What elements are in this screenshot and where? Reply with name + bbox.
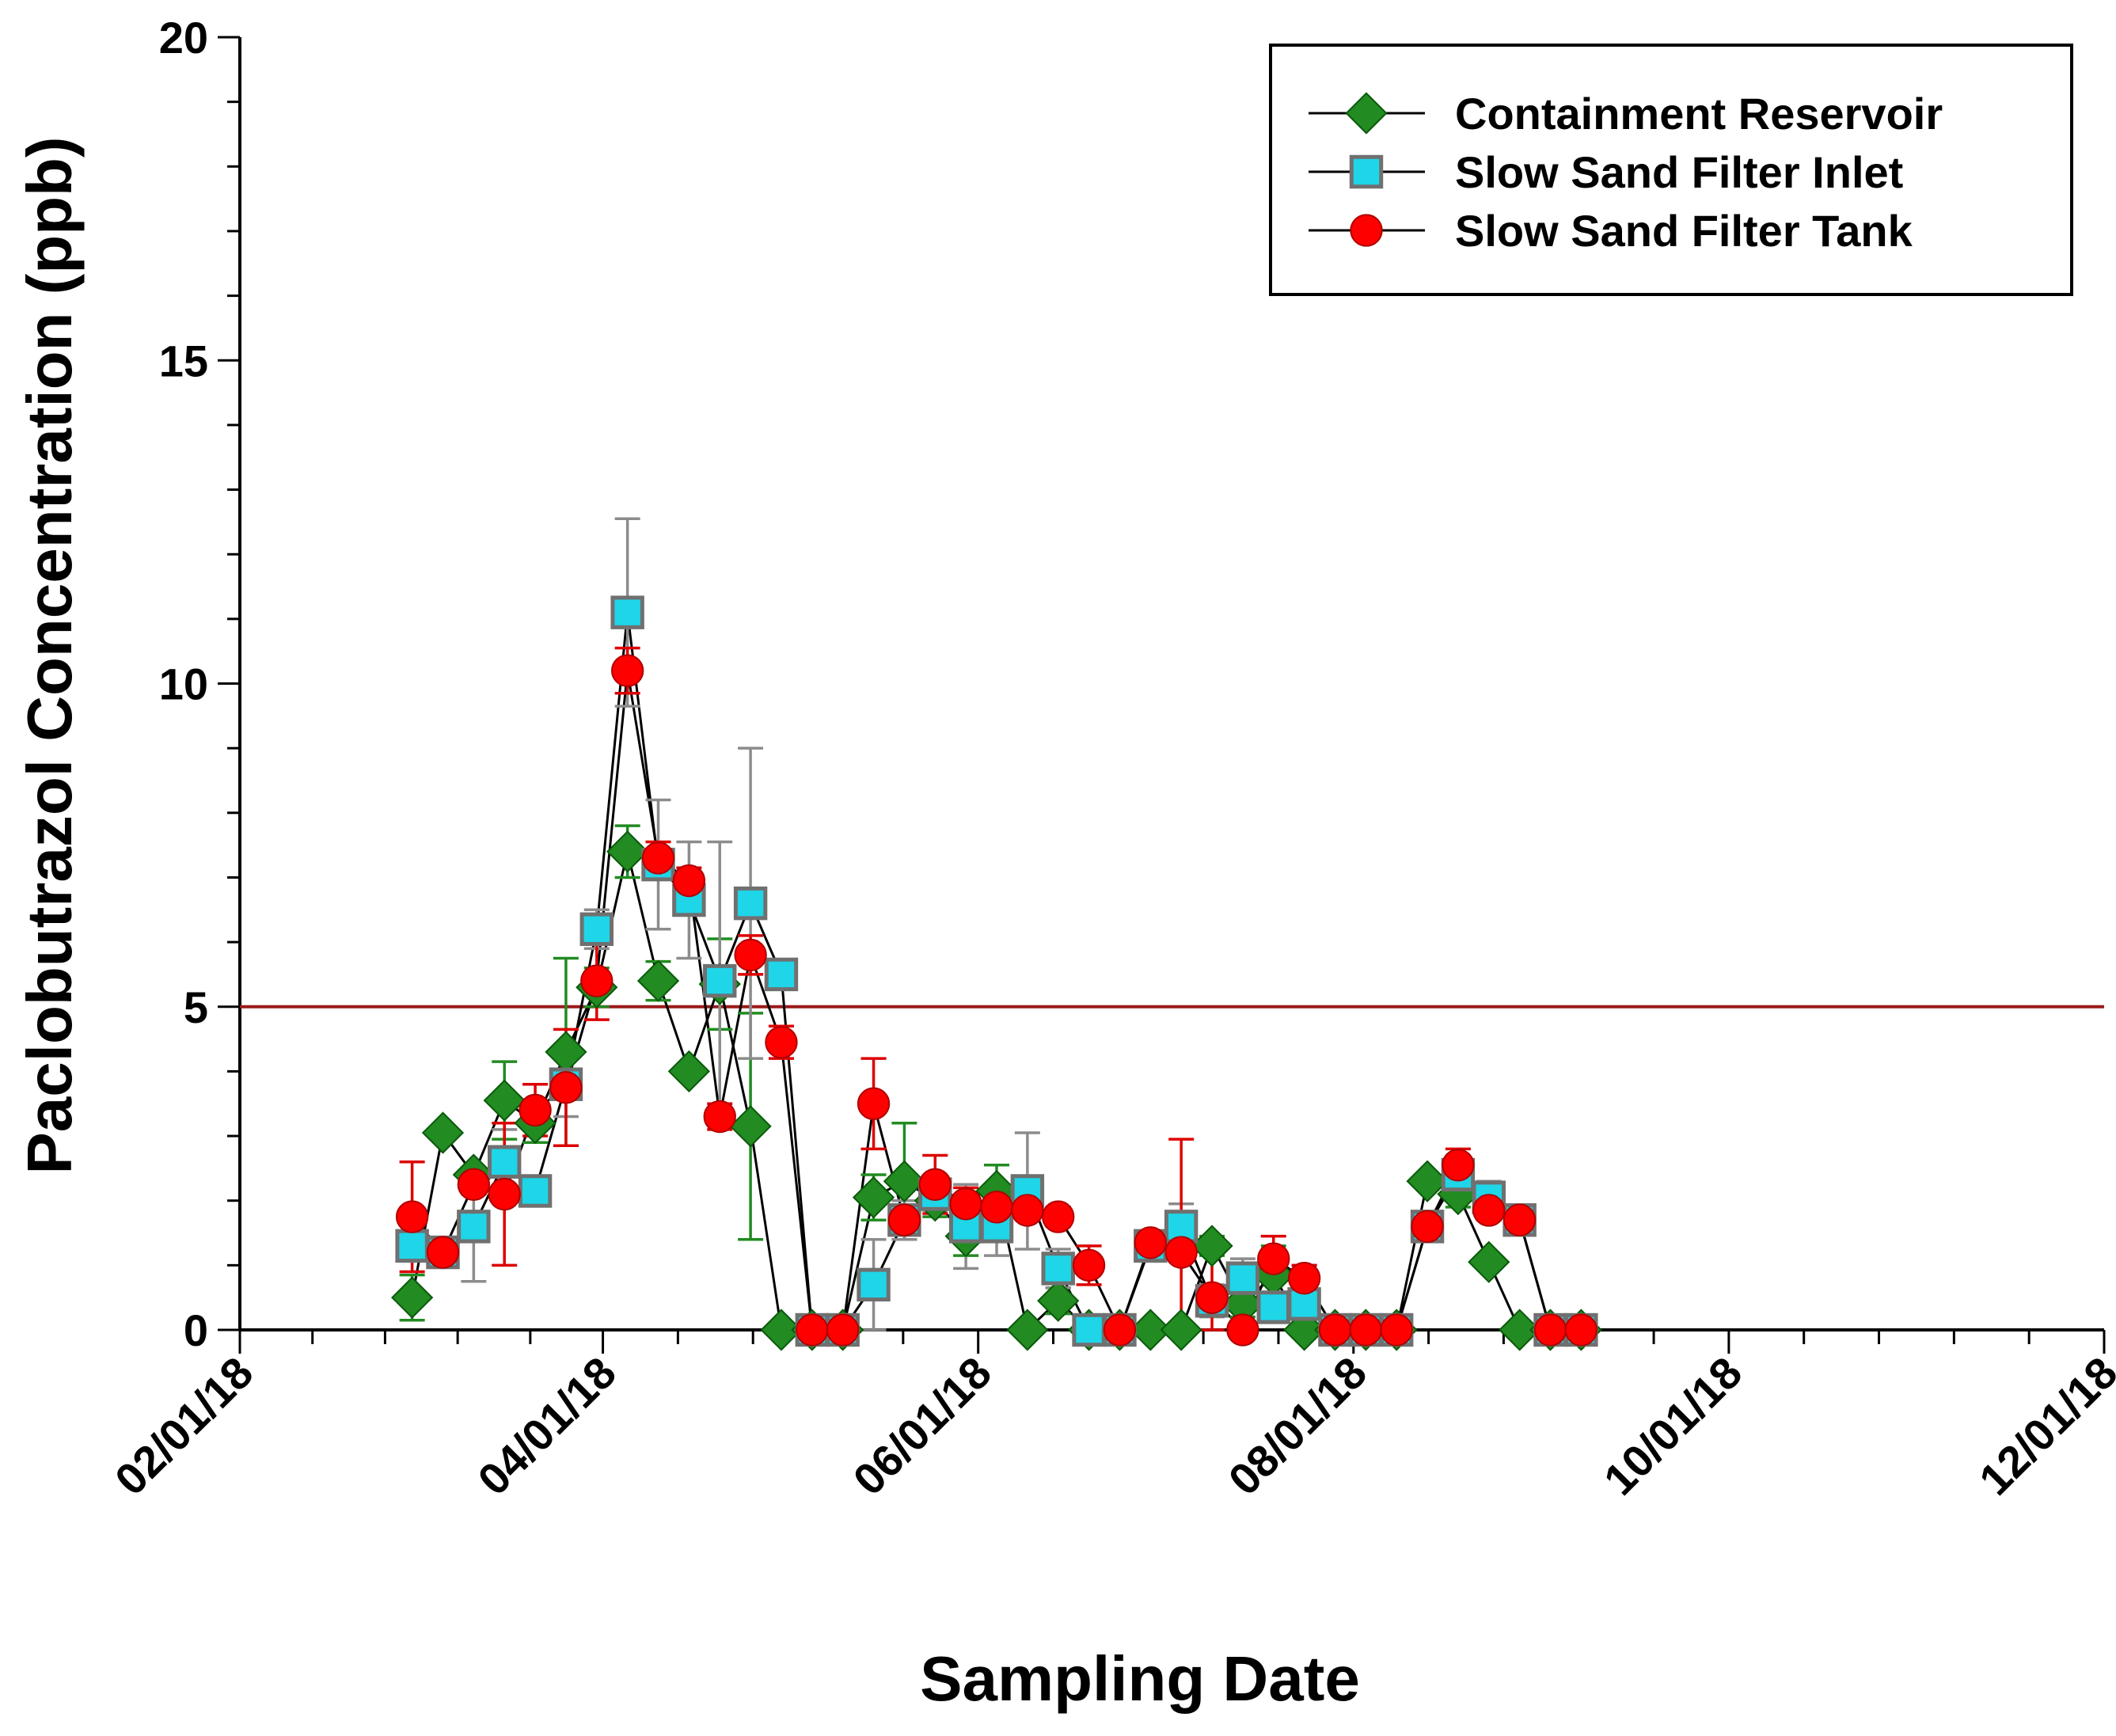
containment-reservoir-point: [1499, 1309, 1541, 1351]
slow-sand-filter-inlet-point: [703, 963, 737, 998]
containment-reservoir-point: [760, 1309, 803, 1351]
containment-reservoir-point: [1129, 1309, 1172, 1351]
slow-sand-filter-tank-point: [1411, 1210, 1444, 1244]
containment-reservoir-point: [667, 1050, 710, 1093]
slow-sand-filter-inlet-point: [610, 595, 644, 629]
slow-sand-filter-tank-point: [580, 964, 614, 997]
slow-sand-filter-tank-point: [765, 1025, 798, 1059]
markers: [391, 595, 1602, 1351]
containment-reservoir-point: [1191, 1225, 1233, 1267]
slow-sand-filter-inlet-point: [1072, 1312, 1106, 1347]
legend-marker-slow-sand-filter-inlet: [1349, 154, 1384, 189]
y-axis-title: Paclobutrazol Concentration (ppb): [14, 136, 85, 1174]
legend-marker-containment-reservoir: [1345, 92, 1388, 135]
x-tick-label: 12/01/18: [1970, 1347, 2116, 1505]
containment-reservoir-point: [883, 1160, 926, 1202]
containment-reservoir-point: [421, 1111, 465, 1154]
slow-sand-filter-tank-point: [980, 1191, 1013, 1224]
legend: Containment Reservoir Slow Sand Filter In…: [1269, 44, 2073, 296]
legend-box: [1269, 44, 2073, 296]
slow-sand-filter-tank-point: [918, 1168, 952, 1201]
containment-reservoir-point: [483, 1079, 526, 1122]
slow-sand-filter-inlet-point: [764, 957, 799, 992]
slow-sand-filter-tank-point: [610, 654, 644, 687]
slow-sand-filter-inlet-point: [518, 1174, 553, 1208]
slow-sand-filter-tank-point: [426, 1236, 460, 1269]
slow-sand-filter-tank-point: [1072, 1248, 1106, 1282]
slow-sand-filter-inlet-point: [457, 1210, 491, 1244]
slow-sand-filter-tank-point: [457, 1168, 491, 1201]
containment-reservoir-point: [391, 1276, 434, 1319]
containment-reservoir-point: [1468, 1240, 1510, 1283]
y-tick-label: 15: [159, 336, 208, 386]
slow-sand-filter-inlet-point: [1256, 1290, 1290, 1324]
slow-sand-filter-tank-point: [1226, 1313, 1259, 1347]
slow-sand-filter-tank-point: [549, 1071, 583, 1104]
slow-sand-filter-tank-point: [1564, 1313, 1598, 1347]
containment-reservoir-point: [1406, 1160, 1449, 1202]
slow-sand-filter-tank-point: [703, 1100, 736, 1134]
x-tick-label: 06/01/18: [843, 1347, 1001, 1505]
y-tick-label: 0: [184, 1305, 208, 1355]
slow-sand-filter-inlet-point: [1041, 1252, 1075, 1286]
containment-reservoir-point: [636, 959, 680, 1002]
containment-reservoir-point: [1160, 1309, 1202, 1351]
slow-sand-filter-tank-point: [1472, 1194, 1506, 1227]
slow-sand-filter-tank-point: [519, 1093, 552, 1127]
slow-sand-filter-tank-point: [641, 841, 675, 875]
slow-sand-filter-tank-point: [1380, 1313, 1413, 1347]
slow-sand-filter-tank-point: [734, 938, 767, 972]
slow-sand-filter-tank-point: [672, 864, 706, 898]
slow-sand-filter-tank-point: [826, 1313, 860, 1347]
slow-sand-filter-inlet-point: [1225, 1261, 1260, 1295]
slow-sand-filter-tank-point: [1011, 1194, 1044, 1227]
y-tick-label: 20: [159, 13, 208, 63]
slow-sand-filter-tank-point: [887, 1203, 921, 1236]
slow-sand-filter-tank-point: [1195, 1281, 1229, 1314]
containment-reservoir-point: [606, 830, 649, 873]
x-tick-label: 10/01/18: [1594, 1347, 1752, 1505]
slow-sand-filter-tank-point: [796, 1313, 829, 1347]
legend-label-slow-sand-filter-inlet: Slow Sand Filter Inlet: [1455, 147, 1903, 197]
y-tick-label: 5: [184, 982, 208, 1032]
slow-sand-filter-tank-point: [1287, 1262, 1321, 1295]
slow-sand-filter-tank-point: [1164, 1236, 1198, 1269]
legend-label-containment-reservoir: Containment Reservoir: [1455, 89, 1943, 139]
slow-sand-filter-tank-point: [1103, 1313, 1137, 1347]
slow-sand-filter-tank-point: [1042, 1200, 1075, 1233]
slow-sand-filter-tank-point: [1442, 1149, 1475, 1182]
containment-reservoir-point: [729, 1105, 772, 1148]
slow-sand-filter-inlet-point: [733, 886, 768, 921]
x-tick-label: 08/01/18: [1219, 1347, 1377, 1505]
x-tick-label: 02/01/18: [105, 1347, 263, 1505]
slow-sand-filter-inlet-point: [857, 1267, 891, 1302]
slow-sand-filter-tank-point: [488, 1177, 521, 1211]
slow-sand-filter-tank-point: [1533, 1313, 1567, 1347]
slow-sand-filter-tank-point: [1134, 1226, 1167, 1259]
slow-sand-filter-tank-point: [1257, 1242, 1290, 1275]
x-tick-label: 04/01/18: [468, 1347, 625, 1505]
containment-reservoir-point: [1037, 1279, 1080, 1322]
slow-sand-filter-inlet-point: [579, 912, 614, 946]
slow-sand-filter-tank-point: [949, 1187, 982, 1221]
slow-sand-filter-tank-point: [1502, 1203, 1537, 1236]
slow-sand-filter-tank-point: [395, 1200, 429, 1233]
legend-marker-slow-sand-filter-tank: [1350, 214, 1383, 247]
slow-sand-filter-inlet-point: [487, 1145, 522, 1179]
slow-sand-filter-tank-point: [1349, 1313, 1383, 1347]
containment-reservoir-point: [1006, 1309, 1049, 1351]
x-axis-title: Sampling Date: [920, 1643, 1360, 1714]
slow-sand-filter-inlet-point: [395, 1229, 429, 1263]
slow-sand-filter-tank-point: [857, 1087, 891, 1120]
containment-reservoir-point: [852, 1176, 895, 1219]
legend-label-slow-sand-filter-tank: Slow Sand Filter Tank: [1455, 206, 1913, 256]
slow-sand-filter-tank-point: [1318, 1313, 1352, 1347]
y-tick-label: 10: [159, 659, 208, 709]
